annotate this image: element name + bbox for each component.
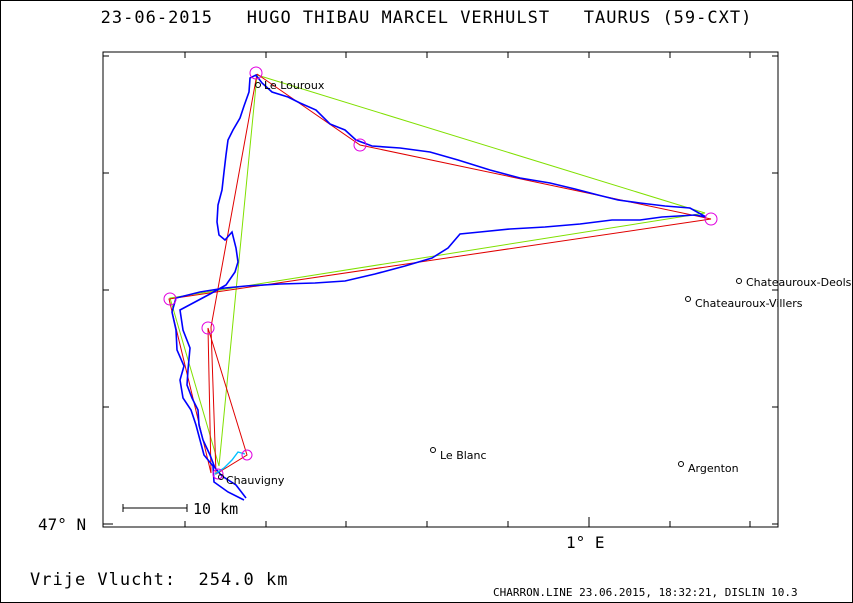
place-marker-chauvigny	[218, 474, 224, 480]
place-marker-argenton	[678, 461, 684, 467]
task-route-red	[168, 73, 712, 475]
turnpoint-5	[201, 321, 215, 335]
flight-date: 23-06-2015	[100, 8, 214, 28]
turnpoint-7	[212, 468, 224, 480]
turnpoint-4	[163, 292, 177, 306]
place-label: Chateauroux-Deols	[746, 276, 852, 289]
flight-track	[171, 73, 707, 501]
scale-bar	[122, 504, 188, 512]
task-route-green	[169, 74, 706, 467]
place-label: Chateauroux-Villers	[695, 297, 803, 310]
glider-name: TAURUS (59-CXT)	[583, 8, 753, 28]
place-label: Le Blanc	[440, 449, 487, 462]
place-marker-chateauroux-villers	[685, 296, 691, 302]
flight-distance-label: Vrije Vlucht:	[30, 570, 177, 590]
page-title: 23-06-2015 HUGO THIBAU MARCEL VERHULST T…	[0, 8, 853, 28]
pilot-names: HUGO THIBAU MARCEL VERHULST	[246, 8, 551, 28]
latitude-label: 47° N	[38, 515, 87, 534]
place-marker-chateauroux-deols	[736, 278, 742, 284]
turnpoint-6	[241, 449, 253, 461]
turnpoint-1	[249, 66, 263, 80]
longitude-label: 1° E	[566, 533, 605, 552]
axis-ticks	[103, 52, 778, 527]
program-info: CHARRON.LINE 23.06.2015, 18:32:21, DISLI…	[493, 586, 798, 599]
place-marker-le-louroux	[255, 82, 261, 88]
place-label: Chauvigny	[226, 474, 285, 487]
scale-bar-label: 10 km	[193, 500, 238, 518]
place-label: Le Louroux	[264, 79, 325, 92]
turnpoint-3	[704, 212, 718, 226]
place-marker-le-blanc	[430, 447, 436, 453]
flight-distance: Vrije Vlucht: 254.0 km	[30, 570, 288, 590]
turnpoint-2	[353, 138, 367, 152]
flight-distance-value: 254.0 km	[198, 570, 289, 590]
turnpoints	[163, 66, 718, 480]
place-label: Argenton	[688, 462, 739, 475]
